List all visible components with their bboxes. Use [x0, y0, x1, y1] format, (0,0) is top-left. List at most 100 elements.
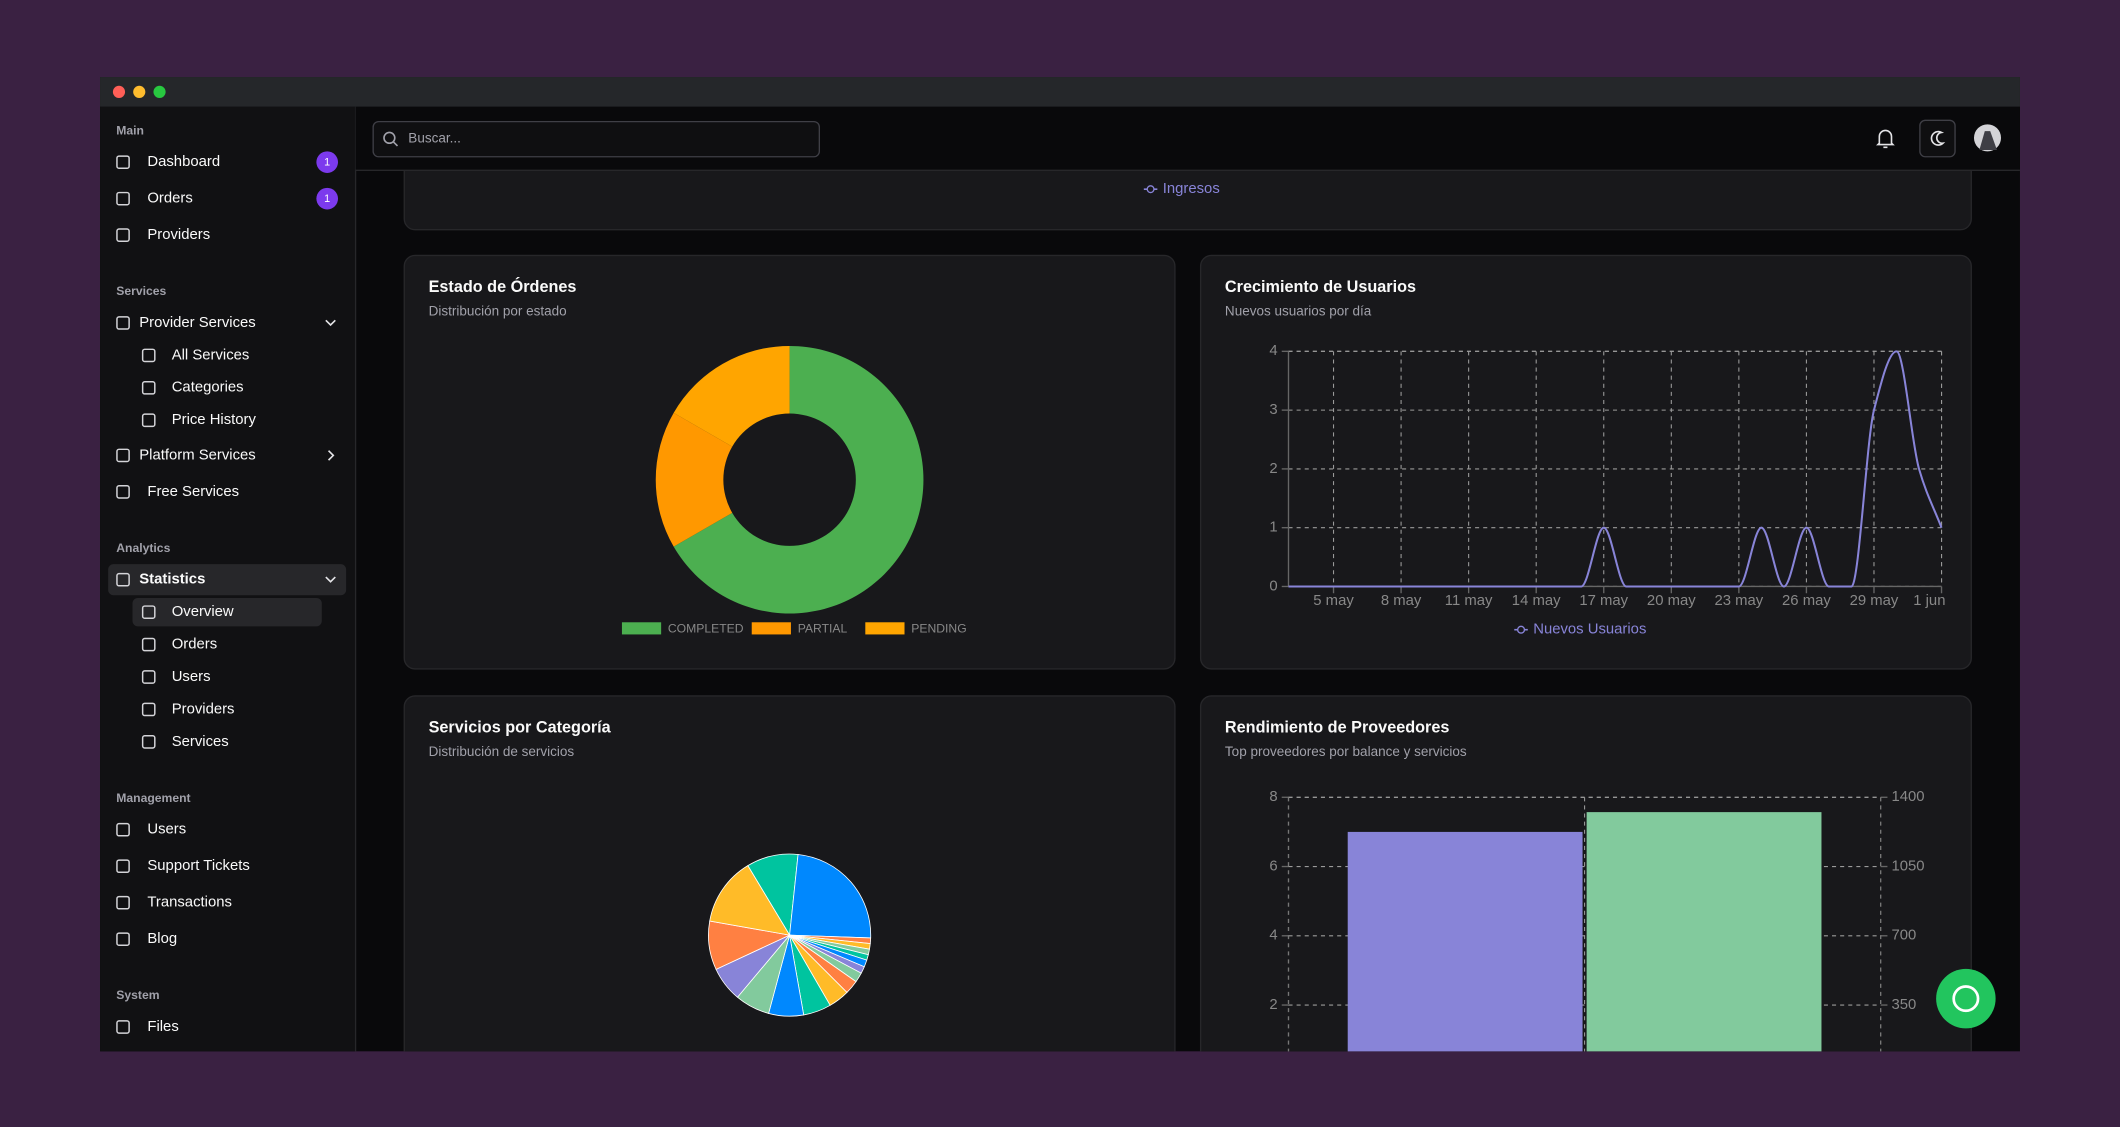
nav-icon: [141, 348, 156, 363]
whatsapp-icon: [1952, 985, 1980, 1013]
y-tick-label: 4: [1269, 343, 1277, 359]
badge: [316, 187, 339, 210]
minimize-dot[interactable]: [133, 85, 146, 98]
x-tick-label: 17 may: [1579, 593, 1628, 609]
nav-item[interactable]: Users: [147, 822, 186, 838]
chevron[interactable]: [325, 576, 336, 583]
nav-icon: [141, 413, 156, 428]
y2-tick-label: 350: [1892, 997, 1917, 1013]
nav-icon: [116, 228, 130, 242]
search-placeholder: Buscar...: [408, 131, 461, 146]
y2-tick-label: 1400: [1892, 789, 1925, 805]
nav-item[interactable]: Orders: [147, 191, 192, 207]
card-title: Rendimiento de Proveedores: [1225, 719, 1449, 737]
nav-subitem[interactable]: Orders: [172, 637, 217, 653]
legend-label: PENDING: [911, 621, 966, 635]
nav-subitem[interactable]: Overview: [172, 604, 234, 620]
legend-swatch: [865, 622, 905, 635]
pie-slice: [789, 854, 872, 939]
nav-subitem[interactable]: Services: [172, 734, 229, 750]
whatsapp-button[interactable]: [1936, 968, 1996, 1029]
y-tick-label: 1: [1269, 520, 1277, 536]
y-tick-label: 2: [1269, 461, 1277, 477]
nav-item[interactable]: Provider Services: [139, 315, 255, 331]
card-subtitle: Distribución de servicios: [429, 744, 575, 759]
section-title: Services: [116, 284, 166, 298]
x-tick-label: 1 jun: [1913, 593, 1945, 609]
x-tick-label: 11 may: [1445, 593, 1493, 609]
nav-icon: [116, 895, 130, 910]
search-icon-handle: [392, 141, 399, 147]
nav-item[interactable]: Transactions: [147, 895, 232, 911]
bar: [1586, 812, 1822, 1052]
donut-slice: [673, 345, 924, 614]
x-tick-label: 26 may: [1782, 593, 1831, 609]
nav-icon: [141, 637, 156, 652]
section-title: Analytics: [116, 541, 170, 555]
title-bar: [100, 77, 2020, 107]
nav-item[interactable]: Statistics: [139, 572, 205, 588]
nav-subitem[interactable]: Categories: [172, 380, 244, 396]
nav-item[interactable]: Platform Services: [139, 447, 255, 463]
badge-count: 1: [324, 193, 330, 205]
nav-item[interactable]: Providers: [147, 227, 210, 243]
search-box[interactable]: [372, 120, 821, 158]
card-subtitle: Top proveedores por balance y servicios: [1225, 744, 1467, 759]
close-dot[interactable]: [112, 85, 126, 98]
donut-slice: [655, 412, 733, 547]
bar: [1347, 831, 1583, 1052]
zoom-dot[interactable]: [153, 85, 166, 98]
nav-icon: [116, 932, 130, 946]
card-title: Estado de Órdenes: [429, 277, 577, 296]
x-tick-label: 5 may: [1313, 593, 1354, 609]
legend-label: COMPLETED: [668, 621, 744, 635]
pie-slice: [709, 865, 791, 936]
y-tick-label: 4: [1269, 928, 1277, 944]
nav-subitem[interactable]: All Services: [172, 347, 250, 363]
legend-swatch: [751, 622, 791, 635]
y-tick-label: 3: [1269, 402, 1277, 418]
badge-count: 1: [324, 157, 330, 169]
active-child-bg: [132, 597, 322, 627]
nav-subitem[interactable]: Providers: [172, 701, 235, 717]
card: [403, 170, 1972, 231]
main-content: Ingresos Estado de Órdenes Distribución po…: [403, 170, 1972, 1052]
y-tick-label: 8: [1269, 789, 1277, 805]
nav-item[interactable]: Files: [147, 1019, 178, 1035]
y2-tick-label: 700: [1892, 928, 1917, 944]
legend-label: PARTIAL: [798, 621, 848, 635]
x-tick-label: 14 may: [1512, 593, 1561, 609]
nav-item[interactable]: Dashboard: [147, 154, 220, 170]
card: [403, 254, 1176, 670]
x-tick-label: 23 may: [1714, 593, 1763, 609]
y-tick-label: 2: [1269, 997, 1277, 1013]
card: [1199, 254, 1972, 670]
y2-tick-label: 1050: [1892, 858, 1925, 874]
nav-icon: [116, 191, 130, 206]
nav-icon: [116, 485, 130, 499]
nav-icon: [116, 448, 130, 463]
nav-icon: [116, 859, 130, 874]
line-series: [1288, 350, 1943, 588]
nav-item[interactable]: Free Services: [147, 484, 239, 500]
nav-subitem[interactable]: Price History: [172, 412, 257, 428]
x-tick-label: 29 may: [1850, 593, 1899, 609]
card-subtitle: Distribución por estado: [429, 304, 567, 319]
nav-item[interactable]: Blog: [147, 931, 177, 947]
nav-icon: [141, 605, 156, 619]
nav-item[interactable]: Support Tickets: [147, 858, 249, 874]
legend-icon-dot: [1146, 185, 1155, 194]
nav-icon: [141, 735, 156, 749]
chevron[interactable]: [325, 319, 336, 327]
nav-subitem[interactable]: Users: [172, 669, 211, 685]
chevron[interactable]: [327, 450, 335, 461]
badge: [316, 151, 339, 173]
bell-icon[interactable]: [1876, 129, 1895, 149]
y-tick-label: 0: [1269, 578, 1277, 594]
nav-icon: [116, 1020, 130, 1034]
section-title: System: [116, 988, 159, 1002]
nav-icon: [116, 822, 130, 837]
moon-icon: [1930, 130, 1946, 146]
